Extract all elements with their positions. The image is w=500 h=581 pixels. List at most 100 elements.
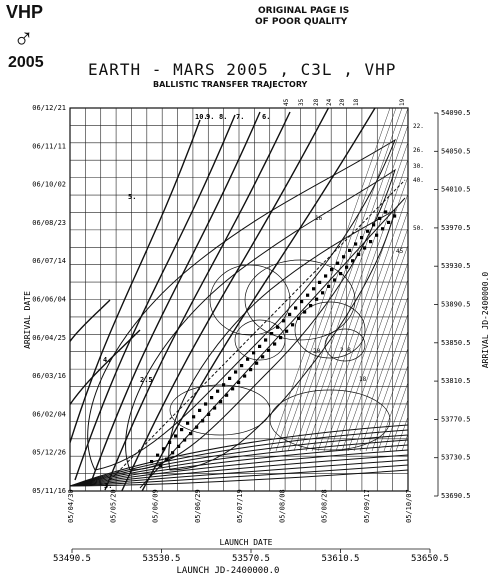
marker-square — [309, 304, 313, 308]
c3-contour-line — [104, 111, 291, 491]
marker-square — [261, 355, 265, 359]
y-jd-tick: 54050.5 — [441, 147, 471, 155]
marker-square — [258, 344, 262, 348]
marker-square — [276, 325, 280, 329]
y-date-tick: 06/04/25 — [32, 334, 66, 342]
marker-square — [378, 216, 382, 220]
marker-square — [282, 319, 286, 323]
c3-contour-bottom — [70, 424, 408, 487]
marker-square — [192, 415, 196, 419]
badge-vhp: VHP — [6, 2, 44, 22]
y-jd-tick: 53930.5 — [441, 262, 471, 270]
hatch-line — [335, 244, 408, 452]
y-jd-tick: 54090.5 — [441, 109, 471, 117]
x-date-tick: 05/04/30 — [67, 489, 75, 523]
marker-square — [201, 419, 205, 423]
c3-contour-bottom — [70, 439, 408, 487]
x-jd-tick: 53650.5 — [411, 554, 449, 564]
c3-contour-bottom — [70, 459, 408, 487]
vhp-contour — [294, 301, 366, 359]
top-contour-label: 20 — [339, 98, 346, 106]
marker-square — [186, 421, 190, 425]
marker-square — [360, 236, 364, 240]
marker-square — [351, 259, 355, 263]
y-date-tick: 05/12/26 — [32, 449, 66, 457]
vhp-contour — [269, 389, 391, 451]
hatch-line — [299, 141, 408, 452]
c3-contour-loop — [87, 138, 397, 471]
marker-square — [300, 300, 304, 304]
c3-contour-bottom — [70, 434, 408, 487]
marker-square — [369, 240, 373, 244]
marker-square — [285, 329, 289, 333]
quality-note-line1: ORIGINAL PAGE IS — [258, 6, 350, 16]
x-date-tick: 05/08/08 — [278, 489, 286, 523]
x-date-tick: 05/06/29 — [194, 489, 202, 523]
hatch-line — [383, 381, 408, 452]
top-contour-label: 18 — [353, 98, 360, 106]
y-jd-tick: 53850.5 — [441, 339, 471, 347]
marker-square — [183, 438, 187, 442]
marker-square — [324, 274, 328, 278]
top-contour-label: 35 — [298, 98, 305, 106]
c3-contour-line — [141, 108, 376, 491]
y-jd-tick: 53970.5 — [441, 224, 471, 232]
marker-square — [279, 336, 283, 340]
c3-contour-line — [70, 329, 141, 406]
top-contour-label: 19 — [399, 98, 406, 106]
axis-ticks: 05/04/30 05/05/20 05/06/09 05/06/29 05/07/19… — [32, 98, 470, 564]
marker-square — [195, 425, 199, 429]
marker-square — [228, 376, 232, 380]
y-axis-label: ARRIVAL DATE — [23, 291, 32, 349]
marker-square — [270, 332, 274, 336]
marker-square — [339, 272, 343, 276]
marker-square — [381, 227, 385, 231]
mars-symbol-icon: ♂ — [13, 22, 34, 53]
marker-square — [180, 428, 184, 432]
x-axis-label-jd: LAUNCH JD-2400000.0 — [177, 566, 280, 576]
vhp-contour — [244, 259, 356, 341]
reference-line — [109, 179, 406, 481]
vhp-contour — [324, 328, 366, 362]
x-date-tick: 05/09/17 — [363, 489, 371, 523]
vhp-contour-label: 2.8 — [340, 347, 351, 354]
y-date-tick: 06/06/04 — [32, 296, 66, 304]
c3-contour-bottom — [70, 469, 408, 487]
x-jd-tick: 53530.5 — [143, 554, 181, 564]
y-date-tick: 05/11/16 — [32, 487, 66, 495]
marker-square — [363, 246, 367, 250]
marker-square — [312, 287, 316, 291]
hatch-line — [347, 278, 408, 452]
chart-title: EARTH - MARS 2005 , C3L , VHP — [88, 60, 397, 79]
marker-square — [321, 291, 325, 295]
hatch-line — [317, 192, 408, 452]
x-date-tick: 05/06/09 — [152, 489, 160, 523]
y-jd-tick: 53890.5 — [441, 301, 471, 309]
marker-square — [291, 323, 295, 327]
vhp-contour — [234, 319, 286, 361]
x-jd-tick: 53570.5 — [232, 554, 270, 564]
marker-square — [237, 380, 241, 384]
y-jd-tick: 53810.5 — [441, 377, 471, 385]
marker-square — [216, 389, 220, 393]
marker-square — [243, 374, 247, 378]
right-contour-label: 50. — [413, 225, 424, 232]
y-date-tick: 06/12/21 — [32, 104, 66, 112]
c3-contour-bottom — [70, 449, 408, 487]
y-jd-tick: 53770.5 — [441, 415, 471, 423]
y-date-tick: 06/08/23 — [32, 219, 66, 227]
right-contour-label: 40. — [413, 177, 424, 184]
marker-square — [336, 261, 340, 265]
c3-contour-line — [89, 111, 261, 486]
marker-square — [267, 348, 271, 352]
vhp-contour — [209, 264, 291, 336]
marker-square — [264, 338, 268, 342]
marker-square — [357, 252, 361, 256]
top-contour-label: 45 — [283, 98, 290, 106]
x-jd-tick: 53610.5 — [322, 554, 360, 564]
hatch-line — [293, 124, 408, 452]
hatch-line — [323, 210, 408, 452]
y-jd-tick: 53690.5 — [441, 492, 471, 500]
c3-contour-label: 3. — [104, 482, 112, 490]
